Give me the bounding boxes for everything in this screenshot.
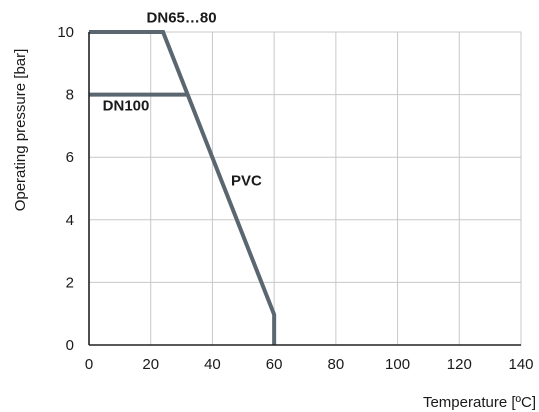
plot-frame [88,31,522,346]
x-tick-label: 40 [204,356,221,373]
y-axis-title: Operating pressure [bar] [12,49,29,212]
x-tick-label: 20 [142,356,159,373]
x-tick-label: 60 [266,356,283,373]
y-tick-label: 6 [66,149,74,166]
x-axis-title: Temperature [ºC] [423,394,536,411]
y-tick-label: 8 [66,87,74,104]
series-group [89,30,277,345]
x-tick-label: 80 [328,356,345,373]
annotation-label: DN100 [103,97,150,114]
x-tick-label: 0 [85,356,93,373]
annotation-label: PVC [231,172,262,189]
annotation-label: DN65…80 [147,10,217,27]
series-line [89,30,277,345]
y-tick-label: 0 [66,337,74,354]
x-tick-label: 140 [508,356,533,373]
grid [88,31,522,346]
x-tick-label: 120 [447,356,472,373]
annotations: DN65…80 DN100 PVC [103,10,262,190]
x-tick-label: 100 [385,356,410,373]
y-tick-label: 2 [66,274,74,291]
tick-labels: 0 20 40 60 80 100 120 140 0 2 4 6 8 10 [57,24,533,373]
y-tick-label: 4 [66,212,74,229]
y-tick-label: 10 [57,24,74,41]
